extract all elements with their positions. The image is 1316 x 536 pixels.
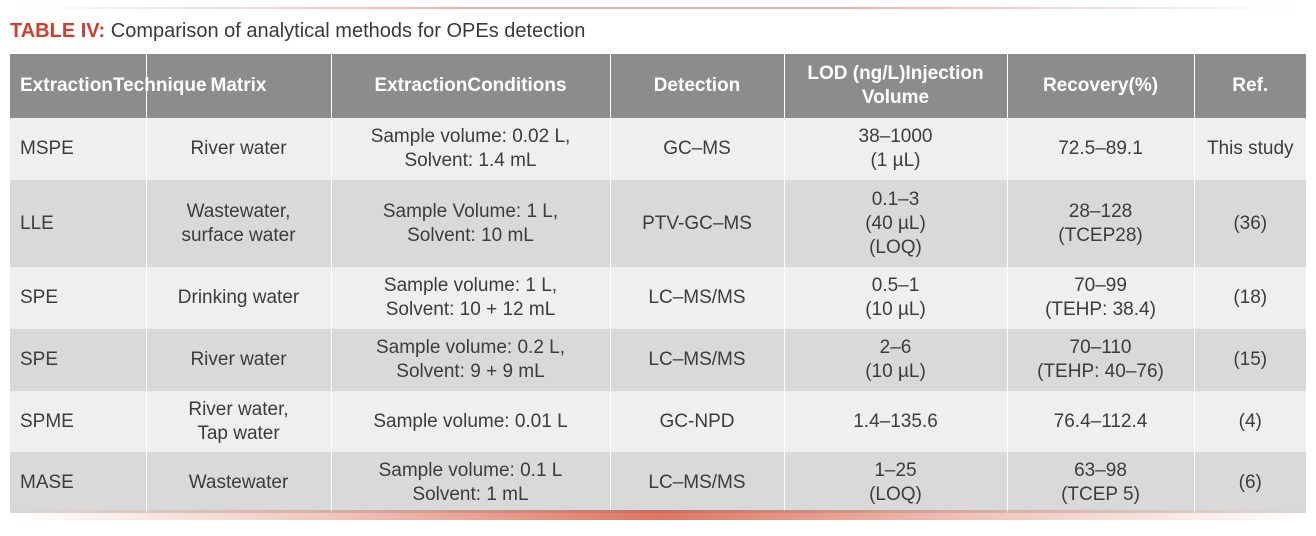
cell-recovery: 70–99 (TEHP: 38.4) bbox=[1007, 267, 1195, 329]
top-divider bbox=[10, 7, 1306, 9]
cell-conditions: Sample volume: 0.1 L Solvent: 1 mL bbox=[331, 452, 611, 513]
cell-matrix: River water, Tap water bbox=[146, 391, 332, 452]
cell-conditions: Sample volume: 0.02 L, Solvent: 1.4 mL bbox=[331, 118, 611, 180]
cell-technique: SPE bbox=[10, 267, 147, 329]
table-row: LLE Wastewater, surface water Sample Volu… bbox=[10, 180, 1306, 267]
cell-recovery: 72.5–89.1 bbox=[1007, 118, 1195, 180]
cell-detection: GC-NPD bbox=[610, 391, 785, 452]
header-detection: Detection bbox=[610, 54, 785, 118]
cell-recovery: 70–110 (TEHP: 40–76) bbox=[1007, 329, 1195, 391]
cell-matrix: Wastewater, surface water bbox=[146, 180, 332, 267]
cell-matrix: River water bbox=[146, 329, 332, 391]
cell-lod: 0.5–1 (10 µL) bbox=[784, 267, 1008, 329]
cell-recovery: 28–128 (TCEP28) bbox=[1007, 180, 1195, 267]
table-header-row: ExtractionTechnique Matrix ExtractionCon… bbox=[10, 54, 1306, 118]
cell-lod: 2–6 (10 µL) bbox=[784, 329, 1008, 391]
cell-technique: LLE bbox=[10, 180, 147, 267]
cell-ref: (15) bbox=[1194, 329, 1306, 391]
table-row: SPE Drinking water Sample volume: 1 L, So… bbox=[10, 267, 1306, 329]
cell-lod: 38–1000 (1 µL) bbox=[784, 118, 1008, 180]
cell-ref: (6) bbox=[1194, 452, 1306, 513]
bottom-divider bbox=[10, 510, 1306, 520]
cell-technique: SPME bbox=[10, 391, 147, 452]
table-number: TABLE IV: bbox=[10, 20, 106, 42]
cell-ref: This study bbox=[1194, 118, 1306, 180]
table-caption: TABLE IV: Comparison of analytical metho… bbox=[10, 19, 585, 43]
header-lod-injection-volume: LOD (ng/L)Injection Volume bbox=[784, 54, 1008, 118]
cell-detection: PTV-GC–MS bbox=[610, 180, 785, 267]
cell-conditions: Sample volume: 1 L, Solvent: 10 + 12 mL bbox=[331, 267, 611, 329]
table-row: SPE River water Sample volume: 0.2 L, Sol… bbox=[10, 329, 1306, 391]
cell-recovery: 63–98 (TCEP 5) bbox=[1007, 452, 1195, 513]
header-extraction-conditions: ExtractionConditions bbox=[331, 54, 611, 118]
cell-ref: (4) bbox=[1194, 391, 1306, 452]
table-title: Comparison of analytical methods for OPE… bbox=[110, 20, 586, 42]
header-extraction-technique: ExtractionTechnique bbox=[10, 54, 207, 118]
cell-detection: GC–MS bbox=[610, 118, 785, 180]
cell-conditions: Sample Volume: 1 L, Solvent: 10 mL bbox=[331, 180, 611, 267]
cell-conditions: Sample volume: 0.2 L, Solvent: 9 + 9 mL bbox=[331, 329, 611, 391]
cell-conditions: Sample volume: 0.01 L bbox=[331, 391, 611, 452]
cell-matrix: River water bbox=[146, 118, 332, 180]
cell-technique: MSPE bbox=[10, 118, 147, 180]
cell-matrix: Wastewater bbox=[146, 452, 332, 513]
cell-lod: 1.4–135.6 bbox=[784, 391, 1008, 452]
cell-technique: MASE bbox=[10, 452, 147, 513]
comparison-table: ExtractionTechnique Matrix ExtractionCon… bbox=[10, 54, 1306, 513]
cell-ref: (18) bbox=[1194, 267, 1306, 329]
cell-technique: SPE bbox=[10, 329, 147, 391]
cell-recovery: 76.4–112.4 bbox=[1007, 391, 1195, 452]
cell-detection: LC–MS/MS bbox=[610, 267, 785, 329]
cell-matrix: Drinking water bbox=[146, 267, 332, 329]
table-row: MSPE River water Sample volume: 0.02 L, S… bbox=[10, 118, 1306, 180]
cell-detection: LC–MS/MS bbox=[610, 329, 785, 391]
cell-ref: (36) bbox=[1194, 180, 1306, 267]
table-row: SPME River water, Tap water Sample volume… bbox=[10, 391, 1306, 452]
header-ref: Ref. bbox=[1194, 54, 1306, 118]
cell-lod: 0.1–3 (40 µL) (LOQ) bbox=[784, 180, 1008, 267]
header-matrix: Matrix bbox=[146, 54, 332, 118]
cell-lod: 1–25 (LOQ) bbox=[784, 452, 1008, 513]
cell-detection: LC–MS/MS bbox=[610, 452, 785, 513]
header-recovery: Recovery(%) bbox=[1007, 54, 1195, 118]
table-row: MASE Wastewater Sample volume: 0.1 L Solv… bbox=[10, 452, 1306, 513]
